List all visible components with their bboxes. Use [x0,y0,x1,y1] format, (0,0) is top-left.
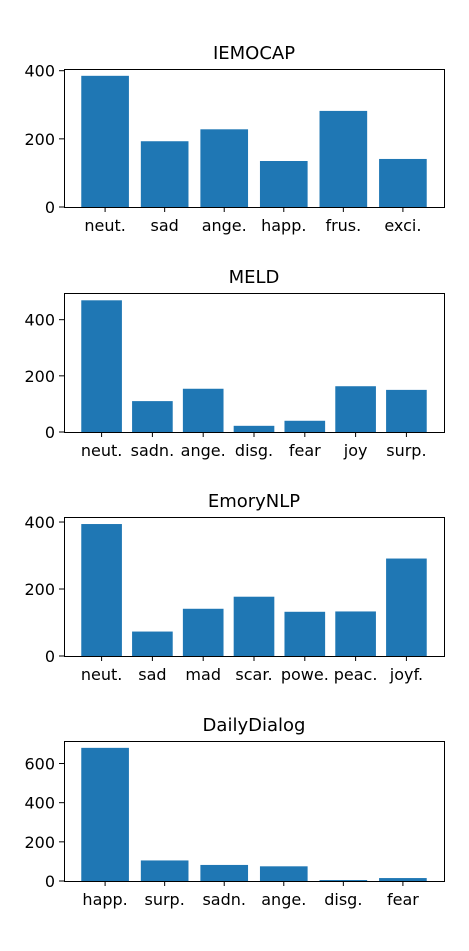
bar-joyf [386,558,427,656]
x-tick-label: sadn. [131,441,175,460]
plot-frame [64,517,445,657]
bar-happ [259,161,308,207]
x-tick-label: joyf. [389,665,423,684]
y-tick-label: 200 [24,130,55,149]
x-tick-label: surp. [386,441,426,460]
x-tick-label: happ. [261,216,306,235]
bar-neut [81,75,129,207]
x-tick-label: peac. [334,665,378,684]
y-tick-label: 0 [45,423,55,442]
bar-ange [182,388,224,432]
y-tick-label: 200 [24,833,55,852]
subplot-3: DailyDialog happ. surp. sadn. ange. disg. fear… [24,715,445,909]
bar-sad [132,631,173,656]
chart-title: EmoryNLP [208,491,300,512]
bar-disg [233,425,275,432]
x-tick-label: ange. [261,890,306,909]
bar-sad [140,141,189,207]
x-tick-label: neut. [81,441,122,460]
y-tick-label: 0 [45,647,55,666]
y-tick-label: 400 [24,513,55,532]
x-tick-label: fear [289,441,321,460]
x-tick-label: sad [151,216,179,235]
bar-surp [140,860,189,881]
bar-peac [335,611,376,656]
y-tick-label: 200 [24,580,55,599]
chart-title: DailyDialog [203,715,306,736]
chart-title: MELD [229,267,280,288]
x-tick-label: powe. [281,665,329,684]
x-tick-label: joy [343,441,368,460]
bar-powe [284,611,326,656]
plot-frame [64,293,445,433]
x-tick-label: neut. [81,665,122,684]
bar-surp [386,389,427,432]
bar-neut [81,524,122,656]
y-tick-label: 0 [45,872,55,891]
bar-neut [81,300,122,432]
subplot-1: MELD neut. sadn. ange. disg. fear joy surp. 0 200… [24,267,445,460]
bar-fear [284,420,326,432]
bar-frus [319,110,368,207]
x-tick-label: exci. [384,216,421,235]
bar-happ [81,747,129,881]
x-tick-label: sad [138,665,166,684]
subplot-2: EmoryNLP neut. sad mad scar. powe. peac. joyf. 0… [24,491,445,684]
x-tick-label: mad [185,665,221,684]
x-tick-label: fear [387,890,419,909]
bar-exci [379,158,427,207]
x-tick-label: ange. [181,441,226,460]
bar-sadn [132,401,173,432]
x-tick-label: frus. [325,216,361,235]
chart-title: IEMOCAP [213,43,295,64]
bar-mad [182,608,224,656]
bar-ange [259,866,308,881]
bar-joy [335,386,376,432]
y-tick-label: 400 [24,794,55,813]
bar-disg [319,880,368,881]
y-tick-label: 600 [24,755,55,774]
plot-frame [64,741,445,882]
x-tick-label: scar. [235,665,272,684]
x-tick-label: ange. [202,216,247,235]
x-tick-label: surp. [145,890,185,909]
x-tick-label: happ. [82,890,127,909]
y-tick-label: 400 [24,62,55,81]
plot-frame [64,69,445,208]
y-tick-label: 200 [24,367,55,386]
x-tick-label: disg. [235,441,273,460]
y-tick-label: 400 [24,311,55,330]
y-tick-label: 0 [45,198,55,217]
bar-fear [379,878,427,881]
subplot-0: IEMOCAP neut. sad ange. happ. frus. exci. 0 200 4… [24,43,445,235]
bar-sadn [200,864,249,881]
x-tick-label: neut. [84,216,125,235]
x-tick-label: disg. [324,890,362,909]
bar-scar [233,596,275,656]
x-tick-label: sadn. [202,890,246,909]
bar-ange [200,129,249,207]
